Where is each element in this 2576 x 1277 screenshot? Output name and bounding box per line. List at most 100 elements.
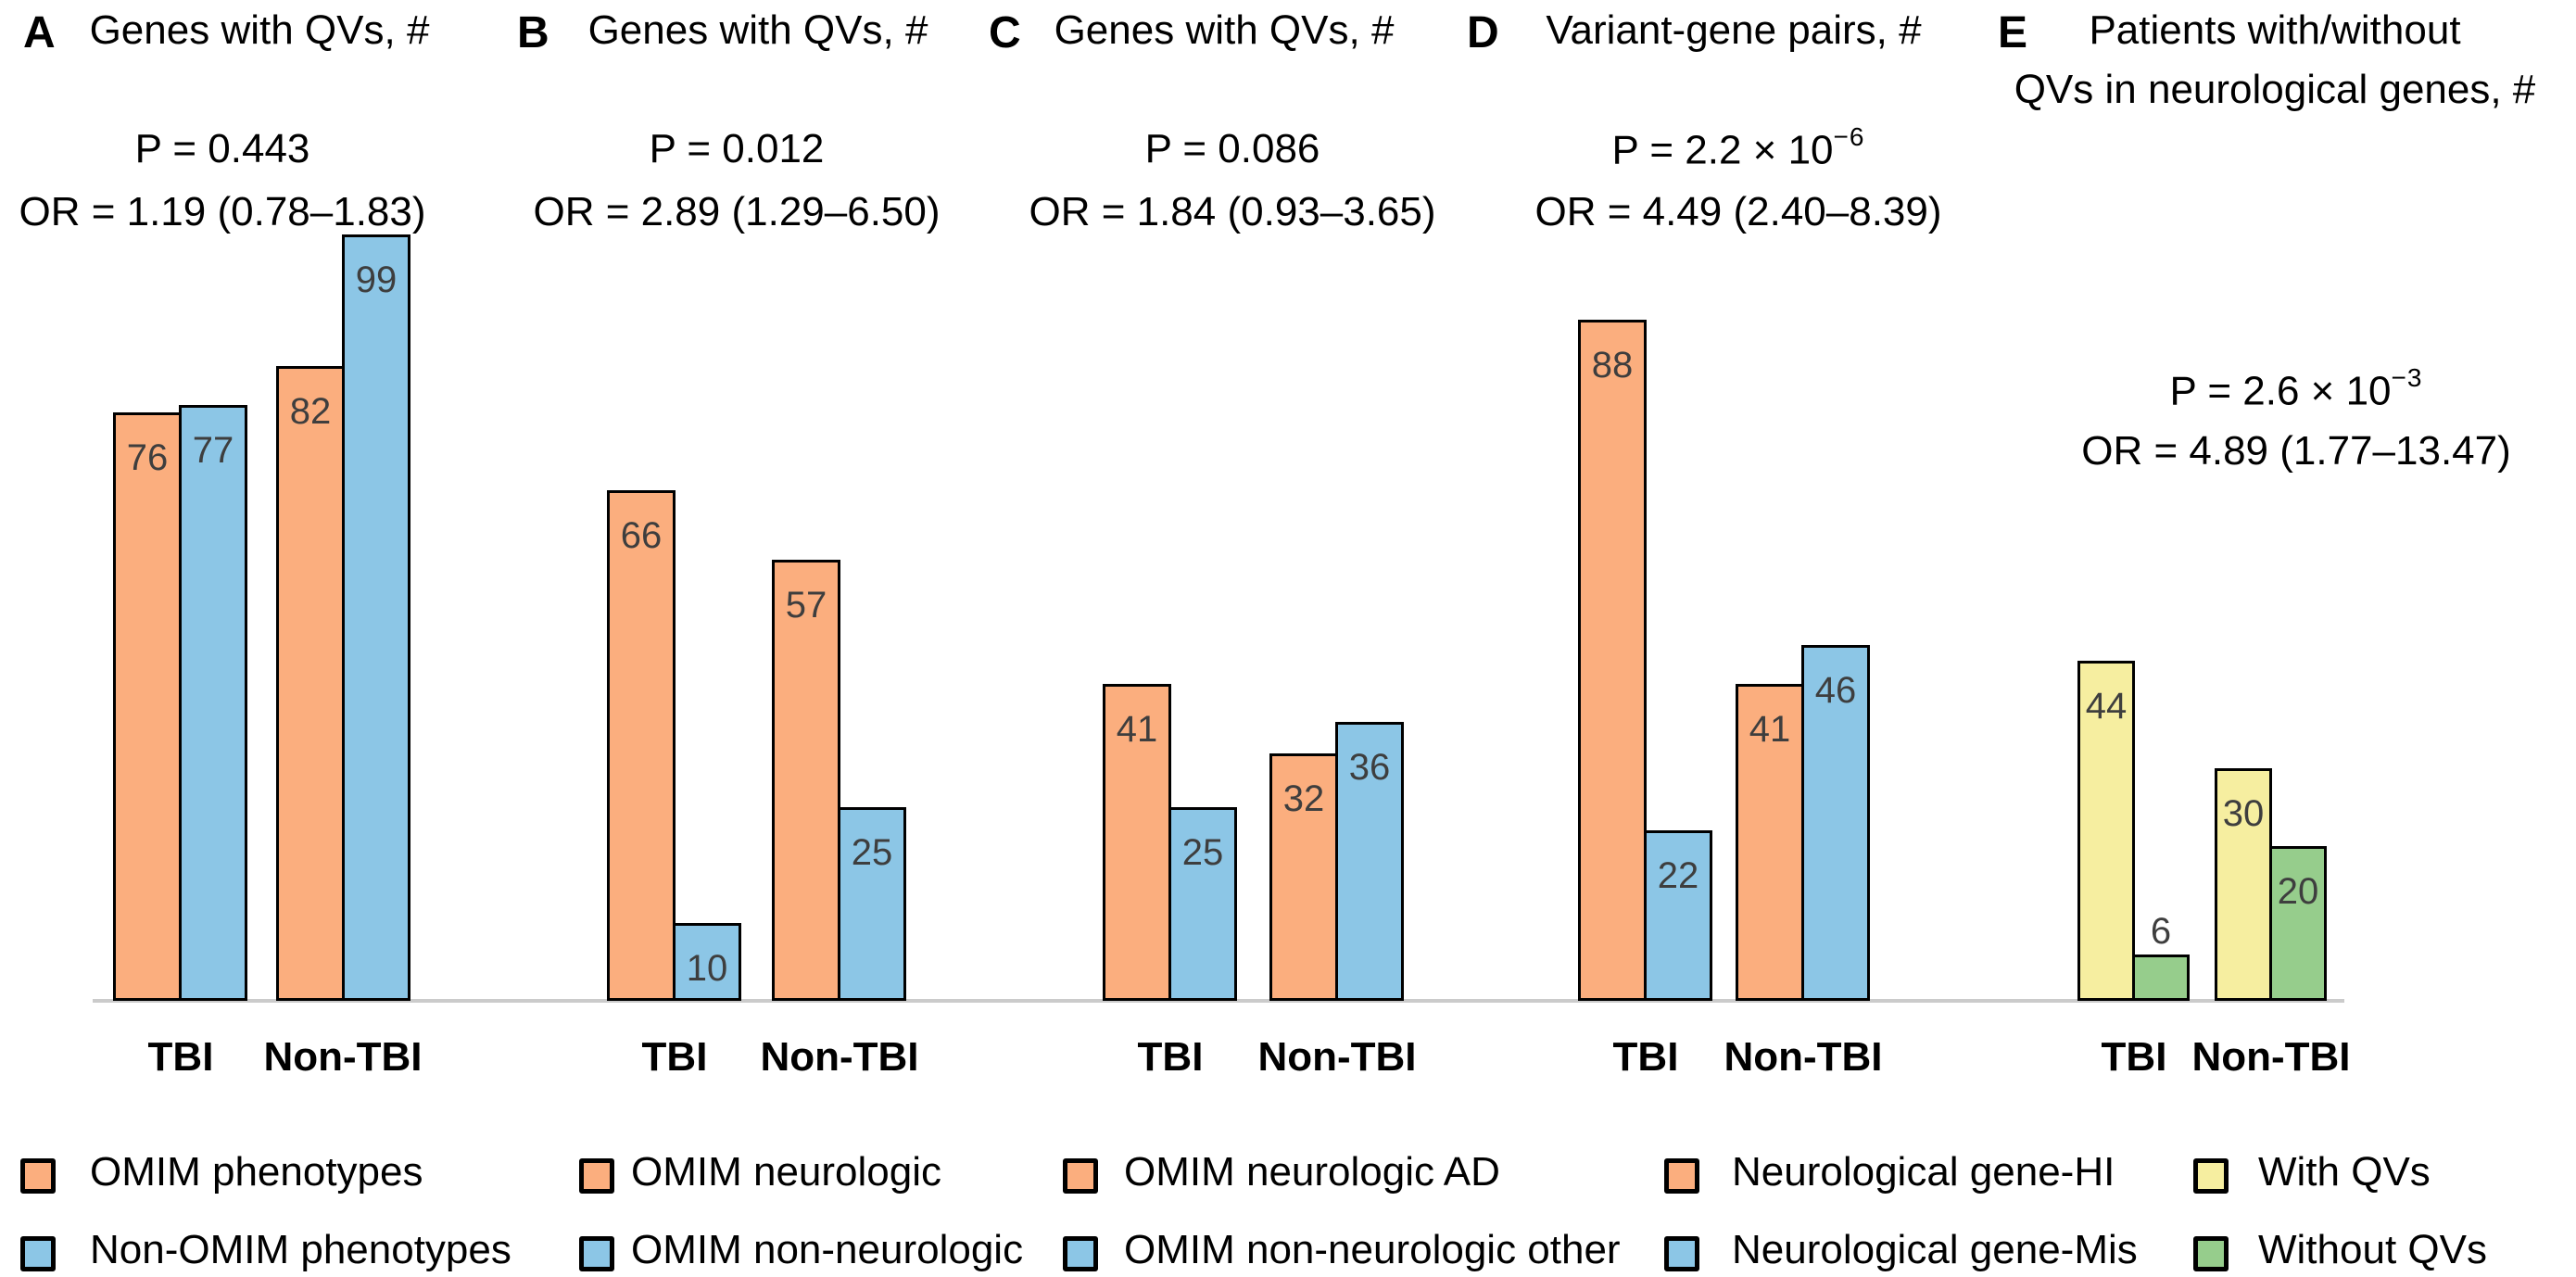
legend-label: Neurological gene-HI bbox=[1732, 1149, 2115, 1195]
legend-swatch-icon bbox=[20, 1236, 56, 1271]
bar-e-tbi-series2 bbox=[2132, 955, 2190, 1001]
category-label-tbi: TBI bbox=[2101, 1034, 2167, 1080]
category-label-tbi: TBI bbox=[147, 1034, 214, 1080]
legend-label: OMIM non-neurologic bbox=[631, 1227, 1024, 1272]
panel-title: Genes with QVs, # bbox=[1054, 7, 1395, 53]
odds-ratio-text: OR = 4.89 (1.77–13.47) bbox=[2081, 428, 2511, 474]
panel-letter: A bbox=[23, 8, 56, 57]
p-value-base: P = 0.012 bbox=[649, 126, 825, 171]
p-value-text: P = 0.443 bbox=[135, 126, 310, 172]
legend-label: OMIM non-neurologic other bbox=[1124, 1227, 1621, 1272]
bar-value-label: 36 bbox=[1348, 747, 1391, 788]
panel-title: Genes with QVs, # bbox=[89, 7, 430, 53]
p-value-base: P = 0.443 bbox=[134, 126, 310, 171]
bar-e-non-tbi-series2: 20 bbox=[2269, 846, 2327, 1001]
bar-value-label: 30 bbox=[2222, 793, 2265, 834]
bar-value-label: 6 bbox=[2150, 911, 2172, 952]
p-value-exponent: −6 bbox=[1833, 122, 1865, 151]
x-axis-baseline bbox=[93, 999, 2344, 1003]
bar-a-non-tbi-series2: 99 bbox=[342, 234, 410, 1001]
category-label-non-tbi: Non-TBI bbox=[2191, 1034, 2351, 1080]
category-label-non-tbi: Non-TBI bbox=[760, 1034, 919, 1080]
bar-value-label: 82 bbox=[289, 391, 332, 432]
bar-c-non-tbi-series2: 36 bbox=[1335, 722, 1404, 1001]
legend-label: OMIM neurologic bbox=[631, 1149, 942, 1195]
odds-ratio-text: OR = 1.19 (0.78–1.83) bbox=[19, 189, 426, 234]
p-value-text: P = 0.086 bbox=[1145, 126, 1320, 172]
panel-title: Patients with/without bbox=[2089, 7, 2461, 53]
category-label-non-tbi: Non-TBI bbox=[263, 1034, 423, 1080]
bar-value-label: 10 bbox=[686, 948, 728, 989]
category-label-tbi: TBI bbox=[1612, 1034, 1679, 1080]
bar-c-tbi-series2: 25 bbox=[1168, 807, 1237, 1001]
bar-value-label: 32 bbox=[1282, 778, 1325, 819]
panel-title: QVs in neurological genes, # bbox=[2014, 67, 2536, 112]
bar-value-label: 41 bbox=[1749, 709, 1791, 750]
bar-b-non-tbi-series1: 57 bbox=[772, 560, 840, 1001]
bar-value-label: 77 bbox=[192, 430, 234, 471]
p-value-base: P = 2.6 × 10 bbox=[2169, 368, 2392, 414]
p-value-text: P = 0.012 bbox=[650, 126, 825, 172]
legend-swatch-icon bbox=[2193, 1236, 2229, 1271]
panel-title: Genes with QVs, # bbox=[587, 7, 928, 53]
p-value-text: P = 2.2 × 10−6 bbox=[1612, 122, 1865, 174]
bar-value-label: 57 bbox=[785, 585, 827, 626]
bar-e-non-tbi-series1: 30 bbox=[2215, 768, 2272, 1001]
category-label-non-tbi: Non-TBI bbox=[1724, 1034, 1883, 1080]
bar-value-label: 20 bbox=[2277, 871, 2319, 912]
p-value-text: P = 2.6 × 10−3 bbox=[2169, 363, 2423, 415]
legend-swatch-icon bbox=[1063, 1158, 1098, 1194]
panel-letter: B bbox=[517, 8, 549, 57]
legend-label: OMIM neurologic AD bbox=[1124, 1149, 1500, 1195]
legend-label: OMIM phenotypes bbox=[90, 1149, 423, 1195]
bar-value-label: 99 bbox=[355, 259, 398, 300]
p-value-exponent: −3 bbox=[2391, 363, 2423, 392]
bar-a-tbi-series1: 76 bbox=[113, 412, 182, 1001]
bar-b-tbi-series1: 66 bbox=[607, 490, 676, 1001]
bar-c-non-tbi-series1: 32 bbox=[1269, 753, 1338, 1001]
odds-ratio-text: OR = 1.84 (0.93–3.65) bbox=[1029, 189, 1436, 234]
bar-value-label: 44 bbox=[2085, 686, 2128, 727]
panel-title: Variant-gene pairs, # bbox=[1546, 7, 1922, 53]
legend-label: Neurological gene-Mis bbox=[1732, 1227, 2138, 1272]
legend-swatch-icon bbox=[579, 1236, 614, 1271]
category-label-non-tbi: Non-TBI bbox=[1257, 1034, 1417, 1080]
legend-swatch-icon bbox=[20, 1158, 56, 1194]
category-label-tbi: TBI bbox=[1137, 1034, 1204, 1080]
bar-value-label: 66 bbox=[620, 515, 663, 556]
odds-ratio-text: OR = 4.49 (2.40–8.39) bbox=[1534, 189, 1942, 234]
p-value-base: P = 0.086 bbox=[1144, 126, 1320, 171]
odds-ratio-text: OR = 2.89 (1.29–6.50) bbox=[533, 189, 941, 234]
bar-b-tbi-series2: 10 bbox=[673, 923, 741, 1001]
bar-value-label: 25 bbox=[851, 832, 893, 873]
bar-d-tbi-series1: 88 bbox=[1578, 320, 1647, 1001]
legend-swatch-icon bbox=[1664, 1158, 1699, 1194]
bar-value-label: 46 bbox=[1814, 670, 1857, 711]
legend-label: With QVs bbox=[2258, 1149, 2431, 1195]
panel-letter: E bbox=[1998, 8, 2028, 57]
legend-swatch-icon bbox=[1664, 1236, 1699, 1271]
panel-letter: C bbox=[989, 8, 1021, 57]
bar-c-tbi-series1: 41 bbox=[1103, 684, 1171, 1001]
bar-value-label: 88 bbox=[1591, 345, 1634, 386]
bar-a-tbi-series2: 77 bbox=[179, 405, 247, 1001]
bar-value-label: 22 bbox=[1657, 855, 1699, 896]
legend-swatch-icon bbox=[1063, 1236, 1098, 1271]
bar-b-non-tbi-series2: 25 bbox=[838, 807, 906, 1001]
legend-swatch-icon bbox=[579, 1158, 614, 1194]
bar-value-label: 76 bbox=[126, 437, 169, 478]
legend-label: Without QVs bbox=[2258, 1227, 2487, 1272]
panel-letter: D bbox=[1467, 8, 1499, 57]
legend-label: Non-OMIM phenotypes bbox=[90, 1227, 511, 1272]
bar-d-non-tbi-series1: 41 bbox=[1736, 684, 1804, 1001]
bar-d-tbi-series2: 22 bbox=[1644, 830, 1712, 1001]
bar-value-label: 41 bbox=[1116, 709, 1158, 750]
bar-d-non-tbi-series2: 46 bbox=[1801, 645, 1870, 1001]
bar-value-label: 25 bbox=[1181, 832, 1224, 873]
